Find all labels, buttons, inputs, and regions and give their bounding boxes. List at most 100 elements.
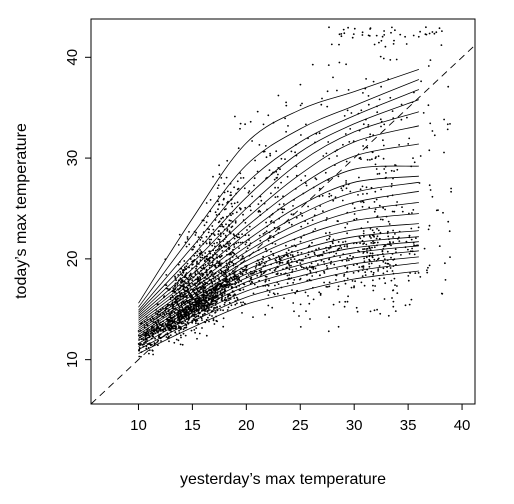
data-point <box>263 262 266 265</box>
data-point <box>226 229 229 232</box>
data-point <box>203 224 206 227</box>
data-point <box>268 279 270 282</box>
data-point <box>368 206 371 209</box>
data-point <box>145 347 148 350</box>
data-point <box>219 309 222 311</box>
data-point <box>370 262 373 265</box>
data-point <box>292 302 295 304</box>
data-point <box>267 294 270 296</box>
data-point <box>369 247 371 250</box>
data-point <box>365 248 368 250</box>
data-point <box>377 155 380 158</box>
data-point <box>404 304 407 307</box>
data-point <box>381 250 384 253</box>
data-point <box>290 264 292 267</box>
data-point <box>219 305 221 308</box>
data-point <box>296 251 299 254</box>
data-point <box>375 237 378 240</box>
data-point <box>188 282 190 284</box>
data-point <box>216 260 219 262</box>
data-point <box>352 256 354 258</box>
data-point <box>208 241 211 244</box>
data-point <box>438 245 441 248</box>
data-point <box>148 349 151 351</box>
data-point <box>295 268 298 270</box>
data-point <box>202 293 205 296</box>
data-point <box>206 215 209 218</box>
data-point <box>198 244 201 247</box>
data-point <box>257 210 260 213</box>
data-point <box>200 251 203 253</box>
x-tick-label: 35 <box>400 417 417 434</box>
data-point <box>175 279 178 282</box>
data-point <box>253 184 255 187</box>
data-point <box>238 278 240 281</box>
data-point <box>365 243 368 246</box>
data-point <box>230 226 233 229</box>
data-point <box>384 282 387 285</box>
data-point <box>285 104 288 107</box>
data-point <box>369 228 372 230</box>
data-point <box>233 234 236 237</box>
data-point <box>160 340 162 342</box>
data-point <box>212 308 215 310</box>
data-point <box>321 254 324 257</box>
data-point <box>256 110 259 113</box>
data-point <box>187 278 190 281</box>
data-point <box>277 173 279 176</box>
data-point <box>233 243 235 246</box>
data-point <box>412 34 415 37</box>
data-point <box>227 295 229 298</box>
data-point <box>327 64 330 66</box>
data-point <box>299 326 302 328</box>
data-point <box>299 262 302 264</box>
data-point <box>214 311 217 314</box>
data-point <box>374 190 377 193</box>
data-point <box>228 248 230 251</box>
data-point <box>426 269 428 272</box>
data-point <box>396 292 399 294</box>
data-point <box>208 297 211 300</box>
data-point <box>149 343 152 346</box>
data-point <box>216 289 219 291</box>
data-point <box>209 303 211 306</box>
data-point <box>194 331 197 334</box>
data-point <box>311 219 314 222</box>
data-point <box>213 242 216 245</box>
data-point <box>229 191 232 194</box>
data-point <box>275 150 278 153</box>
data-point <box>211 244 214 247</box>
data-point <box>218 164 221 167</box>
data-point <box>184 326 187 329</box>
data-point <box>406 116 408 119</box>
data-point <box>253 271 256 274</box>
data-point <box>236 302 238 305</box>
x-axis: 10 15 20 25 30 35 40 <box>130 404 470 434</box>
data-point <box>335 279 337 281</box>
data-point <box>383 168 386 170</box>
data-point <box>207 231 210 234</box>
data-point <box>376 111 379 114</box>
data-point <box>244 302 246 305</box>
data-point <box>211 225 214 227</box>
data-point <box>279 261 282 264</box>
data-point <box>409 272 411 274</box>
data-point <box>216 320 219 323</box>
data-point <box>338 247 341 250</box>
data-point <box>326 90 329 93</box>
data-point <box>353 213 356 215</box>
data-point <box>277 94 280 97</box>
data-point <box>228 230 231 233</box>
data-point <box>323 260 325 263</box>
data-point <box>212 228 215 231</box>
data-point <box>179 334 182 337</box>
data-point <box>363 260 366 263</box>
data-point <box>267 284 270 287</box>
data-point <box>281 261 284 264</box>
data-point <box>362 232 365 235</box>
data-point <box>243 268 246 271</box>
data-point <box>376 308 378 311</box>
quantile-curve <box>138 165 419 321</box>
data-point <box>264 248 267 251</box>
data-point <box>225 250 228 253</box>
